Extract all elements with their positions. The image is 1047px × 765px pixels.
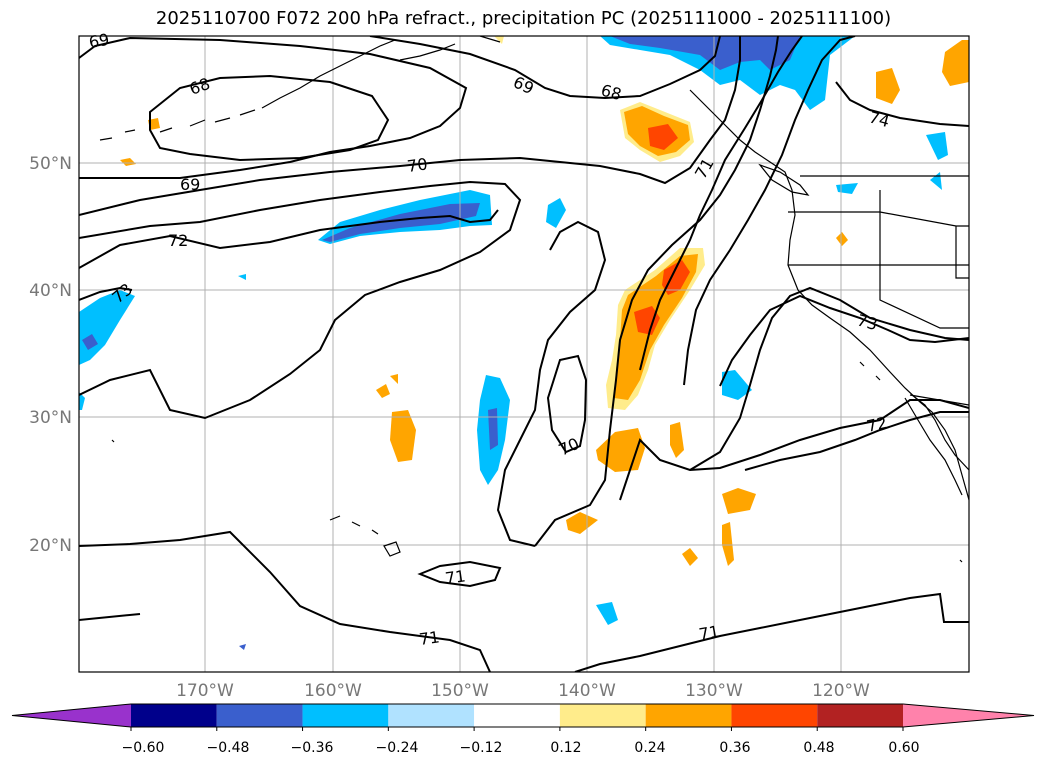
lat-label: 30°N (29, 408, 72, 428)
contour-label: 68 (599, 81, 624, 105)
colorbar-tick-label: −0.12 (460, 740, 503, 756)
lon-label: 120°W (812, 681, 870, 701)
pos-blob-31n-left (390, 410, 416, 462)
colorbar-segment (646, 704, 732, 727)
colorbar-tick-label: 0.48 (803, 740, 834, 756)
neg-blob-small1 (546, 198, 566, 228)
colorbar-tick-label: −0.60 (122, 740, 165, 756)
colorbar-segment (903, 704, 1034, 727)
contour-label: 74 (867, 108, 892, 132)
pos-blob-small12 (836, 232, 848, 246)
pos-blob-small11 (120, 158, 136, 166)
pos-blob-small7 (566, 512, 598, 534)
colorbar-segment (817, 704, 903, 727)
pos-blob-small4 (722, 488, 756, 514)
colorbar-tick-label: −0.24 (376, 740, 419, 756)
neg-blob-small3 (596, 602, 618, 625)
colorbar-tick-label: 0.24 (634, 740, 665, 756)
pos-blob-small2 (390, 374, 398, 384)
lat-labels: 50°N 40°N 30°N 20°N (29, 154, 72, 556)
lon-label: 130°W (685, 681, 743, 701)
colorbar-tick-label: −0.36 (291, 740, 334, 756)
neg-blob-small8 (238, 274, 246, 280)
contour-label: 71 (418, 627, 441, 649)
pos-blob-small3 (670, 422, 684, 458)
contour-label: 69 (180, 175, 200, 194)
contour-label: 72 (865, 413, 889, 436)
colorbar-ticks: −0.60 −0.48 −0.36 −0.24 −0.12 0.12 0.24 … (122, 740, 920, 756)
colorbar-segment (217, 704, 303, 727)
precipitation-shading (79, 36, 969, 650)
lat-label: 50°N (29, 154, 72, 174)
colorbar-tick-label: 0.60 (888, 740, 919, 756)
lat-label: 40°N (29, 281, 72, 301)
plot-frame (79, 36, 969, 672)
contour-labels: 69 68 69 68 70 69 72 73 71 74 73 70 72 7… (87, 30, 891, 649)
gridlines (79, 36, 969, 672)
colorbar-segment (388, 704, 474, 727)
neg-blob-small9 (239, 644, 246, 650)
colorbar-segment (303, 704, 389, 727)
colorbar-tick-label: 0.36 (719, 740, 750, 756)
contour-label: 71 (697, 622, 720, 644)
contour-label: 69 (510, 72, 536, 98)
pos-blob-small5 (722, 522, 734, 566)
lon-labels: 170°W 160°W 150°W 140°W 130°W 120°W (176, 681, 870, 701)
colorbar-segment (474, 704, 560, 727)
lat-label: 20°N (29, 536, 72, 556)
contour-label: 68 (187, 74, 213, 99)
pos-blob-small9 (942, 40, 969, 86)
contour-label: 69 (87, 30, 110, 52)
neg-blob-small5 (836, 183, 858, 194)
refractivity-contours (79, 36, 969, 672)
contour-label: 72 (168, 231, 188, 250)
colorbar-segment (731, 704, 817, 727)
colorbar-tick-label: 0.12 (550, 740, 581, 756)
pos-blob-small8 (876, 68, 900, 104)
lon-label: 160°W (304, 681, 362, 701)
lon-label: 150°W (431, 681, 489, 701)
colorbar-segment (560, 704, 646, 727)
map-figure: 69 68 69 68 70 69 72 73 71 74 73 70 72 7… (0, 0, 1047, 765)
colorbar-tick-label: −0.48 (207, 740, 250, 756)
colorbar-segment (12, 704, 131, 727)
colorbar (12, 704, 1034, 731)
lon-label: 140°W (558, 681, 616, 701)
pos-blob-small1 (376, 384, 390, 398)
contour-label: 70 (556, 434, 582, 460)
colorbar-segment (131, 704, 217, 727)
contour-label: 70 (406, 154, 429, 176)
contour-label: 73 (855, 311, 880, 335)
pos-blob-small6 (682, 548, 698, 566)
pos-blob-small13 (494, 36, 504, 44)
contour-label: 71 (444, 566, 467, 588)
neg-blob-small4 (926, 132, 948, 160)
lon-label: 170°W (176, 681, 234, 701)
neg-blob-small6 (930, 172, 942, 190)
